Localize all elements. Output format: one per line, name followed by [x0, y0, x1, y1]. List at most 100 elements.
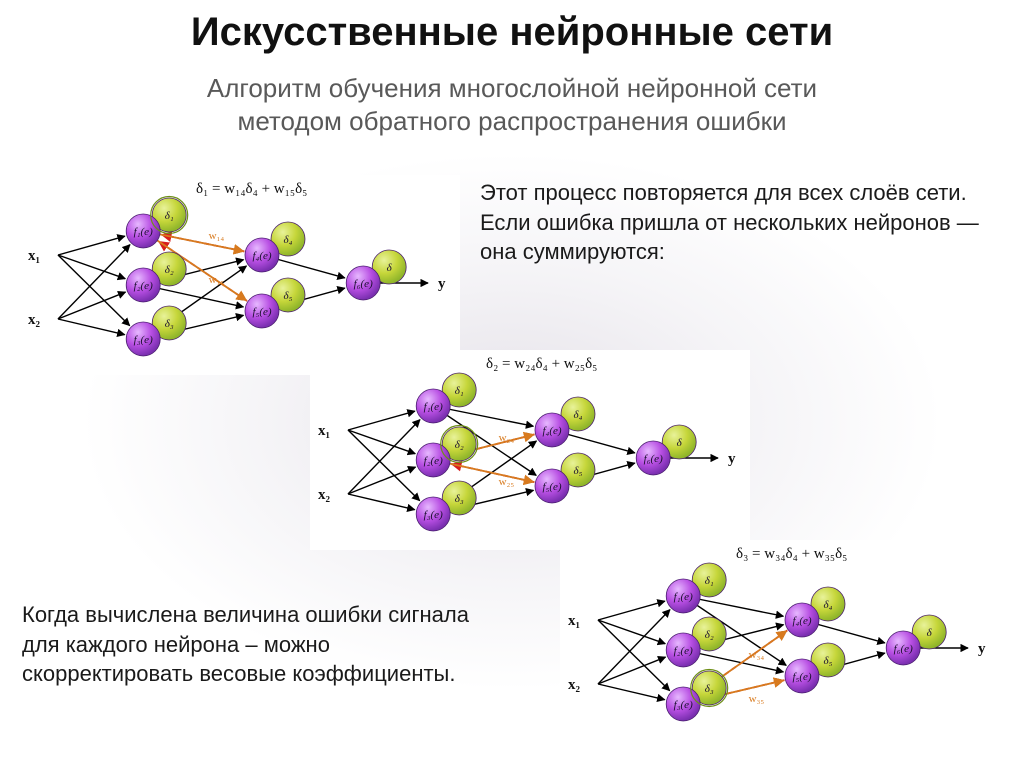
layer1-node: f₂(e)	[666, 633, 700, 667]
label-text: w₂₅	[499, 476, 515, 488]
network-diagram: w₃₄ w₃₅ δ₁ δ₂ δ₃ δ₄ δ₅ δ f₁(e) f₂(e) f₃(e) f₄(e) f₅(…	[560, 540, 1000, 740]
svg-text:f₃(e): f₃(e)	[134, 334, 153, 346]
svg-text:δ₄: δ₄	[824, 599, 833, 611]
label-text: x₁	[318, 423, 330, 439]
label-text: x₂	[568, 677, 581, 693]
svg-text:f₆(e): f₆(e)	[894, 643, 913, 655]
edge	[58, 245, 130, 319]
layer3-node: f₆(e)	[886, 631, 920, 665]
label-text: x₂	[28, 312, 41, 328]
subtitle-line2: методом обратного распространения ошибки	[237, 106, 786, 136]
svg-text:δ₂: δ₂	[165, 264, 174, 276]
diagram-d1: w₁₄w₁₅δ₁δ₂δ₃δ₄δ₅δf₁(e)f₂(e)f₃(e)f₄(e)f₅(…	[20, 175, 460, 375]
layer2-node: f₄(e)	[245, 238, 279, 272]
layer1-node: f₃(e)	[416, 497, 450, 531]
edge	[58, 292, 126, 319]
paragraph-correct-text: Когда вычислена величина ошибки сигнала …	[22, 602, 469, 686]
svg-text:f₁(e): f₁(e)	[674, 591, 693, 603]
svg-text:f₄(e): f₄(e)	[542, 425, 561, 437]
network-diagram: w₁₄w₁₅δ₁δ₂δ₃δ₄δ₅δf₁(e)f₂(e)f₃(e)f₄(e)f₅(…	[20, 175, 460, 375]
layer1-node: f₃(e)	[126, 322, 160, 356]
svg-text:f₅(e): f₅(e)	[792, 671, 811, 683]
svg-text:δ₃: δ₃	[165, 318, 174, 330]
svg-text:δ₁: δ₁	[705, 575, 714, 587]
edge	[598, 684, 665, 700]
label-text: δ₃ = w₃₄δ₄ + w₃₅δ₅	[736, 546, 847, 562]
svg-text:δ: δ	[677, 437, 683, 449]
network-diagram: w₂₄ w₂₅ δ₁ δ₂ δ₃ δ₄ δ₅ δ f₁(e) f₂(e) f₃(e) f₄(e) f₅(…	[310, 350, 750, 550]
layer1-node: f₃(e)	[666, 687, 700, 721]
edge	[598, 601, 665, 620]
edge	[348, 494, 415, 510]
layer1-node: f₁(e)	[126, 214, 160, 248]
svg-text:f₄(e): f₄(e)	[792, 615, 811, 627]
title-text: Искусственные нейронные сети	[191, 10, 833, 54]
svg-text:δ₂: δ₂	[705, 629, 714, 641]
svg-text:δ₃: δ₃	[705, 683, 714, 695]
svg-text:f₁(e): f₁(e)	[134, 226, 153, 238]
diagram-d2: w₂₄ w₂₅ δ₁ δ₂ δ₃ δ₄ δ₅ δ f₁(e) f₂(e) f₃(e) f₄(e) f₅(…	[310, 350, 750, 550]
diagram-d3: w₃₄ w₃₅ δ₁ δ₂ δ₃ δ₄ δ₅ δ f₁(e) f₂(e) f₃(e) f₄(e) f₅(…	[560, 540, 1000, 740]
layer3-node: f₆(e)	[636, 441, 670, 475]
layer1-node: f₁(e)	[666, 579, 700, 613]
svg-text:f₃(e): f₃(e)	[674, 699, 693, 711]
svg-text:f₅(e): f₅(e)	[542, 481, 561, 493]
edge	[598, 610, 670, 684]
layer1-node: f₂(e)	[416, 443, 450, 477]
layer2-node: f₅(e)	[245, 294, 279, 328]
edge	[348, 411, 415, 430]
paragraph-repeat-text: Этот процесс повторяется для всех слоёв …	[480, 180, 979, 264]
edge	[58, 319, 125, 335]
svg-text:δ₂: δ₂	[455, 439, 464, 451]
edge	[348, 430, 415, 454]
label-text: w₃₅	[749, 693, 765, 705]
edge	[348, 467, 416, 494]
layer1-node: f₂(e)	[126, 268, 160, 302]
svg-text:δ₄: δ₄	[284, 234, 293, 246]
svg-text:δ₅: δ₅	[574, 465, 583, 477]
page-title: Искусственные нейронные сети	[0, 10, 1024, 55]
svg-text:f₃(e): f₃(e)	[424, 509, 443, 521]
svg-text:f₁(e): f₁(e)	[424, 401, 443, 413]
label-text: w₁₄	[209, 230, 225, 242]
label-text: y	[438, 276, 446, 292]
label-text: w₁₅	[209, 274, 225, 286]
label-text: y	[728, 451, 736, 467]
label-text: w₂₄	[499, 432, 515, 444]
svg-text:f₂(e): f₂(e)	[674, 645, 693, 657]
label-text: δ₂ = w₂₄δ₄ + w₂₅δ₅	[486, 356, 597, 372]
layer2-node: f₅(e)	[535, 469, 569, 503]
layer2-node: f₄(e)	[535, 413, 569, 447]
edge	[58, 236, 125, 255]
layer2-node: f₄(e)	[785, 603, 819, 637]
svg-text:δ₃: δ₃	[455, 493, 464, 505]
label-text: w₃₄	[749, 649, 765, 661]
edge	[598, 657, 666, 684]
svg-text:δ₁: δ₁	[455, 385, 464, 397]
svg-text:δ₁: δ₁	[165, 210, 174, 222]
svg-text:δ₄: δ₄	[574, 409, 583, 421]
label-text: x₁	[568, 613, 580, 629]
edge	[348, 420, 420, 494]
paragraph-repeat: Этот процесс повторяется для всех слоёв …	[480, 178, 1000, 267]
svg-text:δ₅: δ₅	[824, 655, 833, 667]
svg-text:f₂(e): f₂(e)	[424, 455, 443, 467]
layer1-node: f₁(e)	[416, 389, 450, 423]
svg-text:f₂(e): f₂(e)	[134, 280, 153, 292]
svg-text:f₄(e): f₄(e)	[252, 250, 271, 262]
layer2-node: f₅(e)	[785, 659, 819, 693]
label-text: y	[978, 641, 986, 657]
label-text: x₁	[28, 248, 40, 264]
subtitle-line1: Алгоритм обучения многослойной нейронной…	[207, 73, 817, 103]
page-subtitle: Алгоритм обучения многослойной нейронной…	[0, 72, 1024, 137]
layer3-node: f₆(e)	[346, 266, 380, 300]
edge	[58, 255, 125, 279]
svg-text:δ: δ	[927, 627, 933, 639]
edge	[598, 620, 665, 644]
label-text: δ₁ = w₁₄δ₄ + w₁₅δ₅	[196, 181, 307, 197]
paragraph-correct: Когда вычислена величина ошибки сигнала …	[22, 600, 502, 689]
svg-text:f₅(e): f₅(e)	[252, 306, 271, 318]
svg-text:δ: δ	[387, 262, 393, 274]
label-text: x₂	[318, 487, 331, 503]
svg-text:f₆(e): f₆(e)	[644, 453, 663, 465]
